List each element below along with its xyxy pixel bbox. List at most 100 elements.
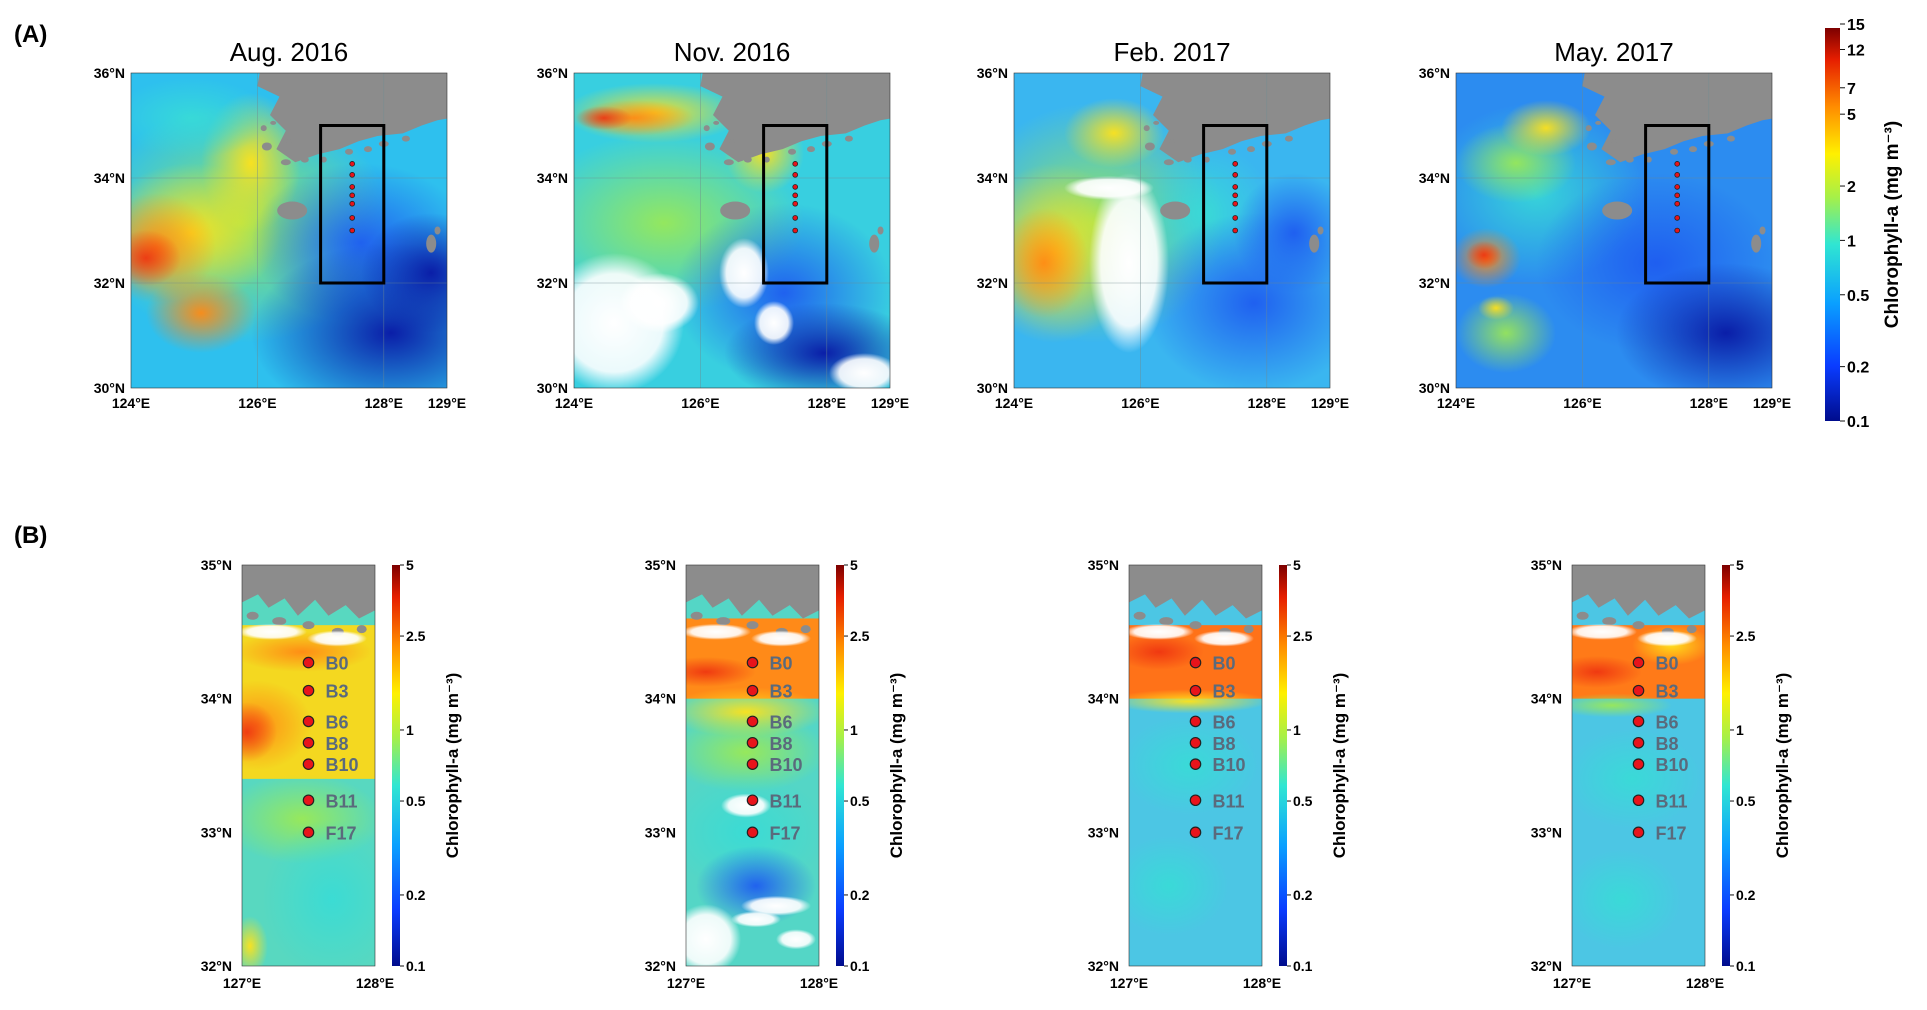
station-dot	[1232, 184, 1238, 190]
station-dot	[349, 215, 356, 221]
island	[844, 135, 853, 142]
lon-tick-label: 127°E	[1110, 975, 1148, 991]
colorbar-b-tick-label: 5	[406, 557, 414, 573]
colorbar-b-tick-label: 1	[850, 722, 858, 738]
kyushu-land	[1772, 183, 1810, 309]
color-patch	[721, 793, 771, 818]
map-frame	[685, 564, 820, 967]
station-marker	[1189, 826, 1202, 839]
lat-tick-label: 30°N	[94, 380, 125, 396]
map-frame	[573, 72, 891, 389]
color-patch	[619, 273, 699, 333]
island	[788, 148, 797, 155]
colorbar-b-tick-label: 2.5	[1736, 628, 1756, 644]
colorbar-b-tick-label: 1	[406, 722, 414, 738]
colorbar-a-gradient	[1825, 28, 1840, 421]
goto-island	[1751, 234, 1762, 253]
tsushima-island	[457, 141, 476, 173]
lat-tick-label: 36°N	[1419, 65, 1450, 81]
island	[690, 611, 703, 620]
station-label: B3	[1656, 682, 1679, 702]
colorbar-a-tick-label: 5	[1847, 107, 1856, 124]
station-dot	[792, 227, 798, 234]
island	[1144, 142, 1155, 151]
station-marker	[746, 684, 759, 697]
lon-tick-label: 129°E	[428, 395, 466, 411]
station-marker	[1189, 715, 1202, 728]
colorbar-b-tick-label: 1	[1736, 722, 1744, 738]
station-label: B0	[1656, 654, 1679, 674]
map-b-field	[1129, 565, 1262, 966]
lat-tick-label: 32°N	[201, 958, 232, 974]
lat-tick-label: 30°N	[1419, 380, 1450, 396]
colorbar-b-tick-label: 0.2	[406, 887, 426, 903]
color-patch	[1064, 98, 1164, 168]
island	[246, 611, 259, 620]
map-a-field	[131, 73, 476, 388]
station-dot	[1674, 161, 1680, 167]
station-dot	[1674, 184, 1680, 190]
color-patch	[719, 238, 769, 308]
panel-b-label: (B)	[14, 522, 47, 549]
coast-land	[686, 565, 819, 619]
island	[1189, 621, 1202, 630]
color-patch	[1572, 693, 1672, 718]
jeju-island	[720, 201, 751, 220]
lon-tick-label: 124°E	[112, 395, 150, 411]
tsushima-island	[900, 141, 919, 173]
map-a-title: May. 2017	[1554, 37, 1673, 67]
island	[1203, 156, 1210, 163]
colorbar-b-tick-label: 1	[1293, 722, 1301, 738]
colorbar-b-label: Chlorophyll-a (mg m⁻³)	[443, 673, 462, 859]
station-dot	[349, 227, 356, 234]
lat-tick-label: 34°N	[1419, 170, 1450, 186]
lat-tick-label: 35°N	[645, 557, 676, 573]
lat-tick-label: 35°N	[1531, 557, 1562, 573]
lon-tick-label: 129°E	[1311, 395, 1349, 411]
station-label: B6	[1656, 712, 1679, 732]
station-marker	[1632, 794, 1645, 807]
color-patch	[1572, 849, 1682, 950]
island	[716, 617, 731, 626]
station-dot	[792, 215, 798, 221]
color-patch	[1501, 100, 1591, 156]
lat-tick-label: 34°N	[977, 170, 1008, 186]
lat-tick-label: 35°N	[201, 557, 232, 573]
colorbar-b-label: Chlorophyll-a (mg m⁻³)	[1773, 673, 1792, 859]
kyushu-land	[890, 183, 928, 309]
station-dot	[1232, 192, 1238, 199]
station-marker	[1632, 715, 1645, 728]
station-dot	[349, 192, 356, 199]
colorbar-a: 15 12 7 5 2 1 0.5 0.2 0.1 Chlorophyll-a (mg m⁻³)	[1825, 17, 1903, 431]
station-marker	[1632, 826, 1645, 839]
color-patch	[1572, 623, 1637, 640]
color-patch	[242, 915, 268, 966]
map-b-field	[1572, 565, 1705, 966]
island	[260, 125, 267, 132]
color-patch	[731, 911, 781, 928]
station-dot	[792, 172, 798, 178]
station-marker	[302, 794, 315, 807]
colorbar-b-tick-label: 5	[850, 557, 858, 573]
island	[1632, 621, 1645, 630]
station-dot	[1232, 227, 1238, 234]
map-frame	[1455, 72, 1773, 389]
lon-tick-label: 128°E	[1248, 395, 1286, 411]
color-patch	[1129, 623, 1194, 640]
station-marker	[1632, 736, 1645, 749]
island	[1586, 575, 1597, 582]
lon-tick-label: 124°E	[995, 395, 1033, 411]
map-a-field	[574, 73, 928, 388]
island	[1611, 139, 1617, 144]
station-label: B0	[1213, 654, 1236, 674]
lat-tick-label: 33°N	[645, 824, 676, 840]
goto-island	[869, 234, 880, 253]
station-marker	[1189, 736, 1202, 749]
station-dot	[349, 172, 356, 178]
island	[1243, 625, 1254, 634]
color-patch	[686, 712, 819, 793]
